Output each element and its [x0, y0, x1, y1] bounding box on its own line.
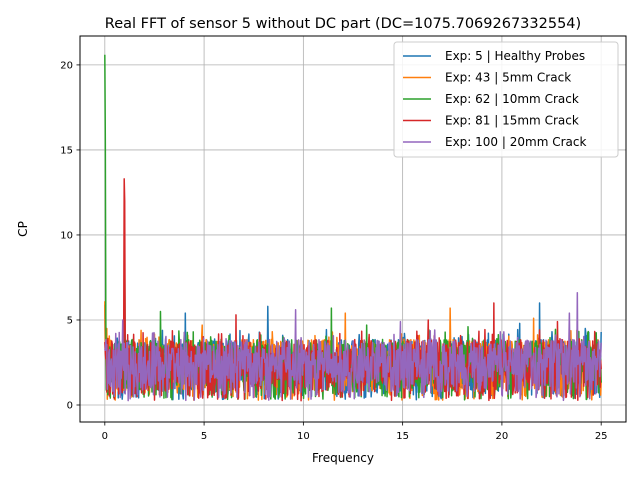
series-lines: [104, 54, 602, 402]
axis-ticks: 0 5 10 15 20 25 0 5 10 15 20: [60, 61, 607, 442]
y-tick-label: 0: [67, 401, 73, 412]
legend-box: [393, 41, 619, 158]
y-tick-label: 20: [60, 61, 73, 72]
x-axis-label: Frequency: [312, 451, 374, 465]
y-tick-label: 5: [67, 316, 73, 327]
y-tick-label: 10: [60, 231, 73, 242]
chart-title: Real FFT of sensor 5 without DC part (DC…: [105, 16, 581, 32]
x-tick-label: 20: [496, 431, 509, 442]
legend-label: Exp: 81 | 15mm Crack: [445, 114, 579, 128]
legend-label: Exp: 62 | 10mm Crack: [445, 92, 579, 106]
series-line: [104, 292, 602, 402]
legend: Exp: 5 | Healthy Probes Exp: 43 | 5mm Cra…: [393, 41, 619, 158]
plot-frame: [79, 35, 627, 423]
legend-label: Exp: 43 | 5mm Crack: [445, 71, 571, 85]
x-tick-label: 0: [102, 431, 108, 442]
x-tick-label: 5: [201, 431, 207, 442]
x-tick-label: 10: [297, 431, 310, 442]
legend-label: Exp: 5 | Healthy Probes: [445, 49, 585, 63]
legend-label: Exp: 100 | 20mm Crack: [445, 135, 586, 149]
x-tick-label: 15: [396, 431, 409, 442]
y-axis-label: CP: [16, 221, 30, 237]
y-tick-label: 15: [60, 146, 73, 157]
x-tick-label: 25: [595, 431, 608, 442]
